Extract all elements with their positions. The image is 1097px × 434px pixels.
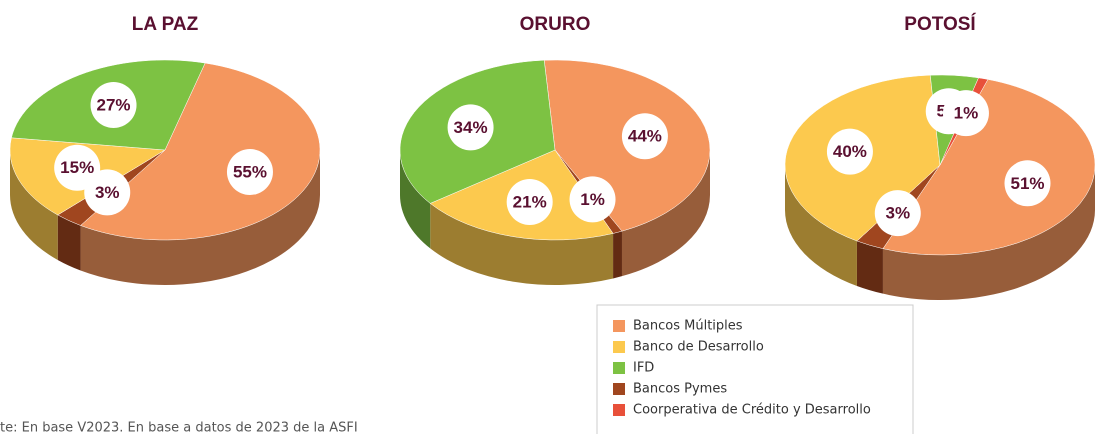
- slice-side: [400, 150, 431, 249]
- value-label: 44%: [628, 127, 662, 146]
- legend-label: Bancos Pymes: [633, 382, 727, 397]
- value-label: 1%: [954, 104, 979, 123]
- label-badge: [569, 176, 616, 223]
- pie-labels: 51%3%40%5%1%: [826, 88, 1051, 237]
- slice: [882, 79, 1096, 256]
- value-label: 51%: [1010, 174, 1044, 193]
- chart-title: LA PAZ: [132, 14, 199, 35]
- slice-side: [856, 240, 883, 294]
- label-badge: [874, 190, 921, 237]
- slice: [80, 62, 321, 241]
- legend-swatch: [613, 383, 625, 395]
- label-badge: [942, 90, 989, 137]
- pie-top: [399, 59, 711, 241]
- label-badge: [54, 144, 101, 191]
- legend-label: Banco de Desarrollo: [633, 340, 764, 355]
- legend-label: Bancos Múltiples: [633, 319, 743, 334]
- label-badge: [90, 82, 137, 129]
- slice-side: [882, 165, 1095, 301]
- legend-box: [596, 304, 914, 434]
- value-label: 15%: [60, 158, 94, 177]
- source-note: te: En base V2023. En base a datos de 20…: [0, 421, 358, 434]
- label-badge: [226, 148, 273, 195]
- value-label: 1%: [580, 190, 605, 209]
- slice-side: [785, 165, 857, 286]
- label-badge: [1004, 160, 1051, 207]
- chart-title: POTOSÍ: [904, 13, 976, 35]
- value-label: 3%: [885, 204, 910, 223]
- value-label: 27%: [97, 96, 131, 115]
- slice-side: [57, 214, 81, 271]
- label-badge: [826, 128, 873, 175]
- value-label: 55%: [233, 162, 267, 181]
- chart-title: ORURO: [520, 14, 591, 35]
- pie-labels: 44% 1% 21% 34%: [447, 104, 668, 225]
- label-badge: [506, 178, 553, 225]
- label-badge: [447, 104, 494, 151]
- pie-sides: [785, 165, 1095, 301]
- legend-swatch: [613, 404, 625, 416]
- value-label: 3%: [95, 183, 120, 202]
- pie-labels: 55% 3%15% 27%: [54, 82, 273, 216]
- pie-sides: [10, 150, 320, 285]
- slice-side: [613, 231, 622, 279]
- pie-top: [9, 59, 321, 241]
- value-label: 34%: [454, 118, 488, 137]
- slice-side: [10, 150, 58, 260]
- legend-swatch: [613, 362, 625, 374]
- label-badge: [621, 113, 668, 160]
- legend-label: IFD: [633, 361, 654, 376]
- value-label: 40%: [833, 142, 867, 161]
- legend-label: Coorperativa de Crédito y Desarrollo: [633, 403, 871, 418]
- slice-side: [430, 203, 614, 285]
- legend-swatch: [613, 341, 625, 353]
- legend-swatch: [613, 320, 625, 332]
- value-label: 21%: [513, 192, 547, 211]
- slice-side: [80, 150, 320, 285]
